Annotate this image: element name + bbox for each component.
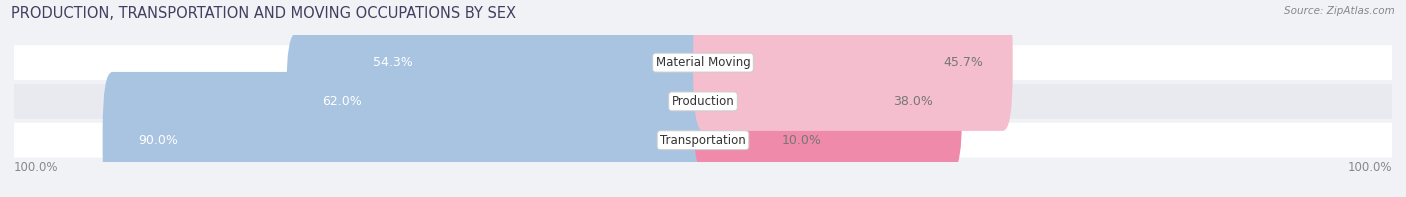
FancyBboxPatch shape (14, 123, 1392, 158)
Text: Material Moving: Material Moving (655, 56, 751, 69)
Text: PRODUCTION, TRANSPORTATION AND MOVING OCCUPATIONS BY SEX: PRODUCTION, TRANSPORTATION AND MOVING OC… (11, 6, 516, 21)
Text: 90.0%: 90.0% (139, 134, 179, 147)
Text: 10.0%: 10.0% (782, 134, 821, 147)
FancyBboxPatch shape (337, 0, 713, 131)
Text: 100.0%: 100.0% (1347, 161, 1392, 174)
FancyBboxPatch shape (693, 0, 1012, 131)
Text: 54.3%: 54.3% (373, 56, 413, 69)
Text: Transportation: Transportation (661, 134, 745, 147)
Text: 62.0%: 62.0% (322, 95, 363, 108)
FancyBboxPatch shape (693, 33, 962, 170)
FancyBboxPatch shape (693, 72, 779, 197)
FancyBboxPatch shape (103, 72, 713, 197)
Text: 38.0%: 38.0% (893, 95, 932, 108)
FancyBboxPatch shape (287, 33, 713, 170)
FancyBboxPatch shape (14, 84, 1392, 119)
Text: 100.0%: 100.0% (14, 161, 59, 174)
FancyBboxPatch shape (14, 45, 1392, 80)
Text: 45.7%: 45.7% (943, 56, 983, 69)
Text: Source: ZipAtlas.com: Source: ZipAtlas.com (1284, 6, 1395, 16)
Text: Production: Production (672, 95, 734, 108)
